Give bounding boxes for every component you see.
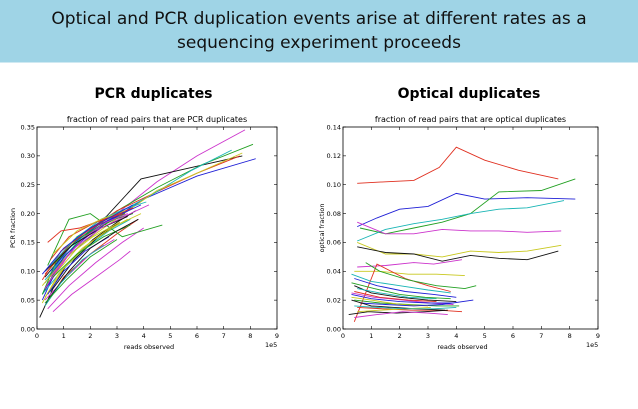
series-line-35 bbox=[52, 210, 126, 255]
x-tick-label: 6 bbox=[511, 332, 515, 340]
x-tick-label: 0 bbox=[35, 332, 39, 340]
series-line-13 bbox=[351, 273, 451, 294]
x-tick-label: 4 bbox=[142, 332, 146, 340]
series-group bbox=[39, 129, 256, 318]
series-line-33 bbox=[47, 218, 139, 301]
chart-subtitle: fraction of read pairs that are PCR dupl… bbox=[67, 115, 247, 124]
series-line-14 bbox=[354, 285, 457, 303]
axes-frame bbox=[36, 126, 278, 330]
series-group bbox=[348, 146, 576, 322]
pcr-panel: PCR duplicates fraction of read pairs th… bbox=[0, 86, 319, 386]
x-tick-label: 4 bbox=[454, 332, 458, 340]
x-tick-label: 3 bbox=[426, 332, 430, 340]
series-line-5 bbox=[357, 221, 562, 235]
series-line-22 bbox=[49, 204, 142, 272]
x-tick-label: 3 bbox=[115, 332, 119, 340]
series-line-22 bbox=[354, 311, 448, 318]
series-line-28 bbox=[354, 305, 457, 310]
y-tick-label: 0.14 bbox=[327, 123, 341, 131]
x-tick-label: 1 bbox=[369, 332, 373, 340]
y-tick-label: 0.12 bbox=[327, 152, 341, 160]
series-line-23 bbox=[351, 282, 451, 300]
series-line-25 bbox=[351, 299, 446, 311]
chart-subtitle: fraction of read pairs that are optical … bbox=[375, 115, 566, 124]
series-line-3 bbox=[359, 178, 576, 235]
series-line-2 bbox=[41, 158, 256, 295]
x-tick-label: 7 bbox=[539, 332, 543, 340]
optical-panel: Optical duplicates fraction of read pair… bbox=[319, 86, 638, 386]
y-axis-label: optical fraction bbox=[319, 204, 326, 253]
series-line-17 bbox=[47, 213, 163, 266]
series-line-20 bbox=[348, 309, 448, 316]
series-line-26 bbox=[44, 216, 128, 272]
series-line-24 bbox=[44, 213, 128, 289]
series-line-7 bbox=[47, 152, 243, 284]
x-tick-label: 7 bbox=[222, 332, 226, 340]
series-line-11 bbox=[365, 262, 477, 290]
y-tick-label: 0.35 bbox=[21, 123, 35, 131]
y-tick-label: 0.15 bbox=[21, 239, 35, 247]
x-tick-label: 8 bbox=[568, 332, 572, 340]
x-tick-label: 0 bbox=[341, 332, 345, 340]
series-line-9 bbox=[354, 270, 465, 277]
y-tick-label: 0.25 bbox=[21, 181, 35, 189]
series-line-7 bbox=[357, 246, 559, 262]
series-line-37 bbox=[44, 239, 118, 304]
series-line-26 bbox=[357, 306, 431, 313]
series-line-15 bbox=[52, 250, 131, 313]
x-axis-label: reads observed bbox=[124, 343, 174, 351]
y-tick-label: 0.06 bbox=[327, 239, 341, 247]
series-line-4 bbox=[357, 200, 565, 242]
x-axis-label: reads observed bbox=[437, 343, 487, 351]
y-axis-label: PCR fraction bbox=[9, 208, 17, 248]
series-line-15 bbox=[351, 292, 454, 305]
series-line-36 bbox=[41, 204, 134, 275]
x-tick-label: 8 bbox=[248, 332, 252, 340]
series-line-27 bbox=[351, 293, 454, 304]
slide-title: Optical and PCR duplication events arise… bbox=[51, 9, 587, 53]
y-tick-label: 0.05 bbox=[21, 296, 35, 304]
series-line-9 bbox=[47, 227, 144, 310]
series-line-38 bbox=[49, 204, 150, 278]
optical-chart-title: Optical duplicates bbox=[397, 86, 541, 102]
series-line-18 bbox=[351, 296, 429, 307]
x-tick-label: 2 bbox=[88, 332, 92, 340]
pcr-chart-title: PCR duplicates bbox=[94, 86, 213, 102]
y-tick-label: 0.00 bbox=[21, 325, 35, 333]
y-tick-label: 0.10 bbox=[21, 268, 35, 276]
x-tick-label: 5 bbox=[483, 332, 487, 340]
series-line-2 bbox=[357, 192, 576, 228]
x-tick-label: 9 bbox=[596, 332, 600, 340]
x-multiplier: 1e5 bbox=[265, 341, 277, 349]
y-tick-label: 0.04 bbox=[327, 268, 341, 276]
title-banner: Optical and PCR duplication events arise… bbox=[0, 0, 638, 63]
x-tick-label: 6 bbox=[195, 332, 199, 340]
x-tick-label: 5 bbox=[168, 332, 172, 340]
x-tick-label: 9 bbox=[275, 332, 279, 340]
pcr-chart: fraction of read pairs that are PCR dupl… bbox=[9, 115, 279, 351]
series-line-12 bbox=[354, 278, 457, 298]
y-tick-label: 0.30 bbox=[21, 152, 35, 160]
optical-chart: fraction of read pairs that are optical … bbox=[319, 115, 600, 351]
x-multiplier: 1e5 bbox=[586, 341, 598, 349]
y-tick-label: 0.08 bbox=[327, 210, 341, 218]
series-line-21 bbox=[41, 218, 128, 304]
x-tick-label: 2 bbox=[398, 332, 402, 340]
y-tick-label: 0.02 bbox=[327, 296, 341, 304]
x-tick-label: 1 bbox=[62, 332, 66, 340]
series-line-6 bbox=[357, 241, 562, 258]
series-line-1 bbox=[357, 146, 559, 184]
y-tick-label: 0.20 bbox=[21, 210, 35, 218]
series-line-24 bbox=[354, 291, 437, 303]
series-line-21 bbox=[357, 288, 437, 300]
y-tick-label: 0.00 bbox=[327, 325, 341, 333]
axes-frame bbox=[342, 126, 599, 330]
series-line-28 bbox=[41, 221, 120, 286]
y-tick-label: 0.10 bbox=[327, 181, 341, 189]
